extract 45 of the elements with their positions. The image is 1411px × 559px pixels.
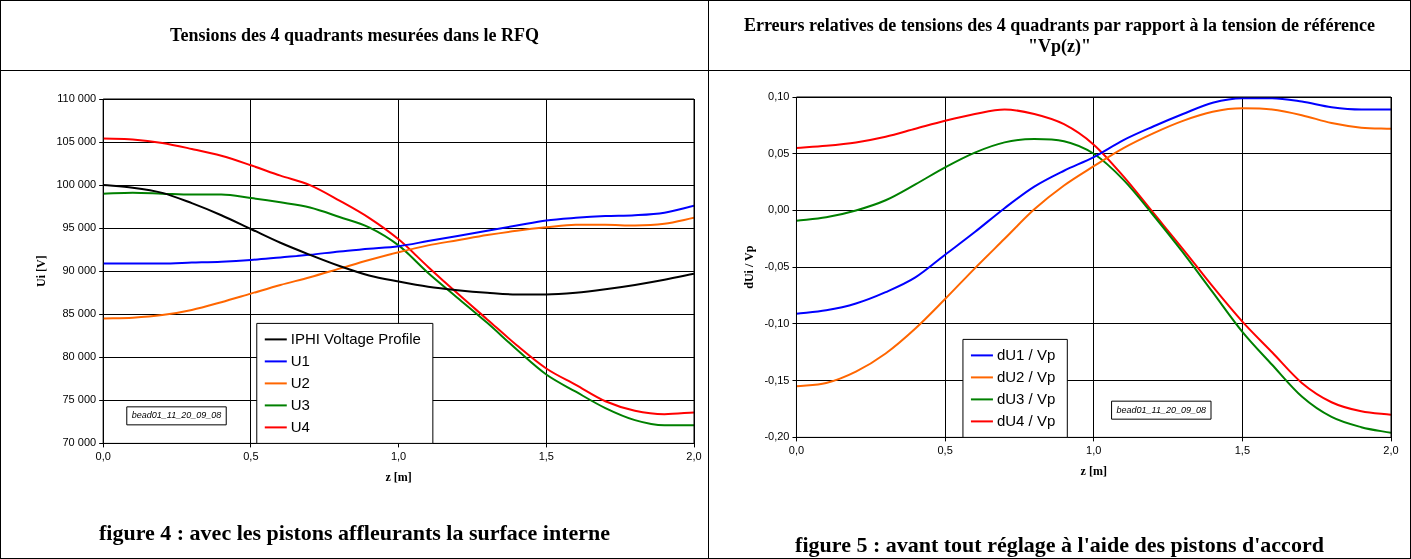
y-tick-label: 80 000 <box>62 350 97 363</box>
legend-label: dU2 / Vp <box>996 367 1056 385</box>
y-axis-title: Ui [V] <box>34 255 49 288</box>
y-tick-label: 0,00 <box>768 203 790 216</box>
x-tick-label: 0,5 <box>937 444 953 457</box>
x-tick-label: 1,0 <box>1086 444 1102 457</box>
y-tick-label: 105 000 <box>56 135 97 148</box>
legend-label: U1 <box>290 351 310 369</box>
y-tick-label: 70 000 <box>62 436 97 449</box>
annotation: bead01_11_20_09_08 <box>1116 404 1207 415</box>
y-tick-label: 0,10 <box>768 90 790 103</box>
legend-label: U3 <box>290 395 310 413</box>
x-tick-label: 2,0 <box>686 450 702 463</box>
y-tick-label: 110 000 <box>57 92 97 105</box>
legend-label: U2 <box>290 373 310 391</box>
legend-label: dU3 / Vp <box>996 389 1056 407</box>
x-tick-label: 1,0 <box>390 450 407 463</box>
x-tick-label: 1,5 <box>1234 444 1251 457</box>
y-tick-label: -0,15 <box>764 373 790 386</box>
y-tick-label: 0,05 <box>768 146 790 159</box>
y-tick-label: -0,10 <box>764 316 790 329</box>
y-tick-label: 95 000 <box>62 221 97 234</box>
chart-title: Erreurs relatives de tensions des 4 quadrants par rapport à la tension de référence "Vp(z)" <box>709 1 1410 71</box>
annotation: bead01_11_20_09_08 <box>131 410 222 421</box>
legend-label: U4 <box>290 417 310 435</box>
y-tick-label: -0,20 <box>764 430 790 443</box>
caption: figure 4 : avec les pistons affleurants la surface interne <box>98 520 611 546</box>
y-axis-title: dUi / Vp <box>742 245 757 289</box>
legend-label: dU4 / Vp <box>996 411 1056 429</box>
chart-title: Tensions des 4 quadrants mesurées dans le RFQ <box>1 1 708 71</box>
x-tick-label: 0,0 <box>788 444 805 457</box>
legend-label: IPHI Voltage Profile <box>290 329 421 347</box>
x-axis-title: z [m] <box>385 469 412 484</box>
legend-label: dU1 / Vp <box>996 345 1056 363</box>
y-tick-label: 75 000 <box>62 393 97 406</box>
x-tick-label: 0,5 <box>243 450 259 463</box>
y-tick-label: 90 000 <box>62 264 97 277</box>
y-tick-label: -0,05 <box>764 260 790 273</box>
x-tick-label: 2,0 <box>1383 444 1399 457</box>
x-tick-label: 0,0 <box>95 450 111 463</box>
y-tick-label: 100 000 <box>56 178 97 191</box>
y-tick-label: 85 000 <box>62 307 97 320</box>
x-tick-label: 1,5 <box>538 450 554 463</box>
caption: figure 5 : avant tout réglage à l'aide des pistons d'accord <box>794 532 1325 558</box>
x-axis-title: z [m] <box>1080 463 1107 478</box>
